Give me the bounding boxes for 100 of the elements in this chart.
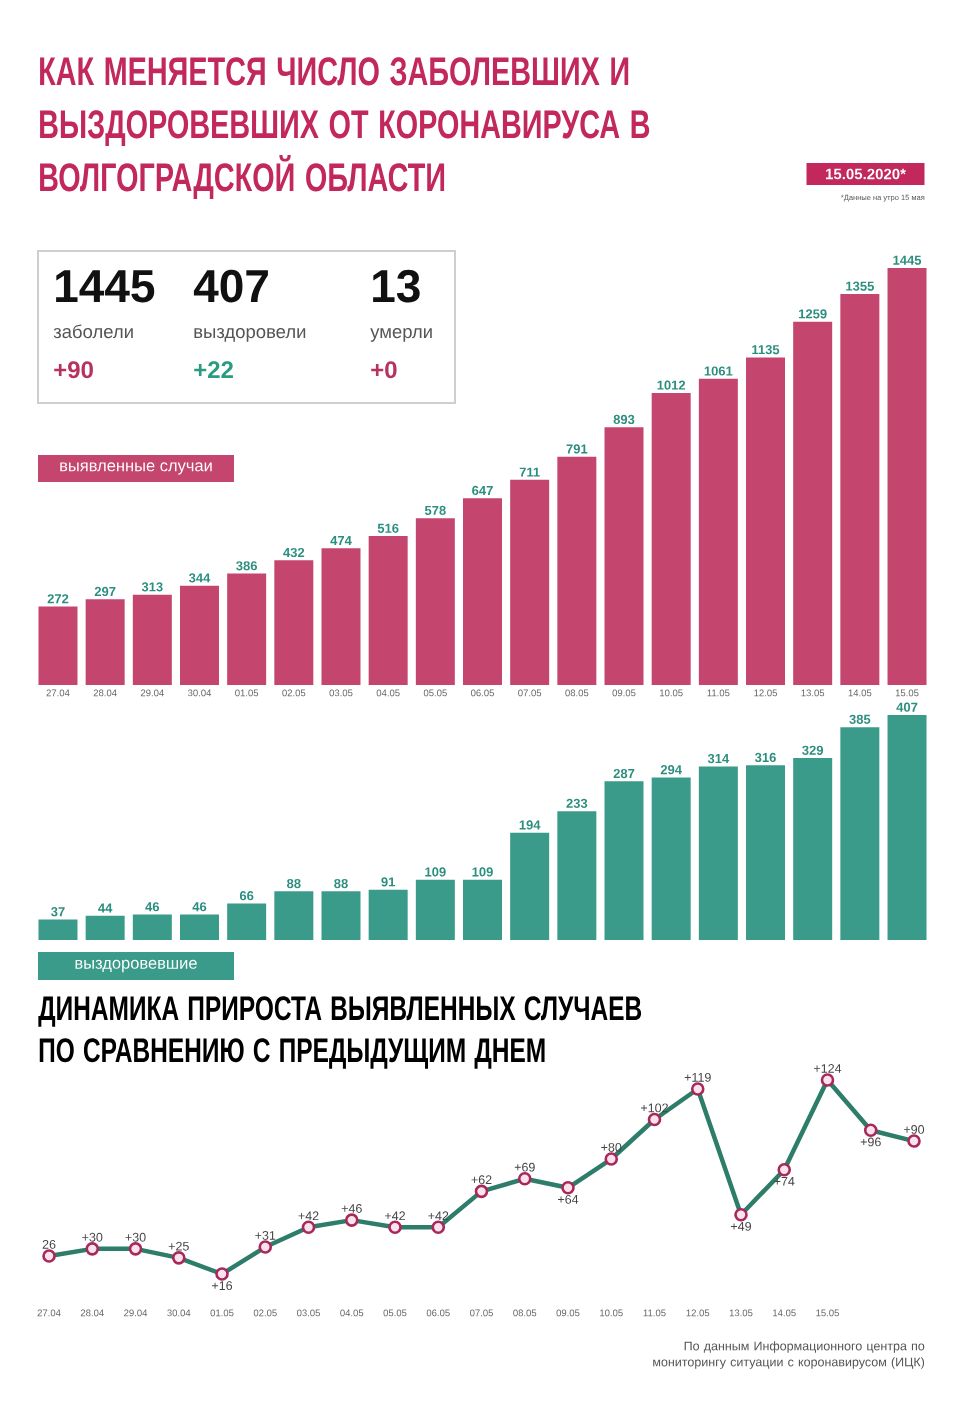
data-label: 329 [802, 745, 824, 755]
data-label: +64 [558, 1194, 579, 1204]
data-label: +49 [731, 1221, 752, 1231]
bar [179, 914, 219, 940]
data-label: 44 [98, 903, 113, 913]
x-tick-label: 06.05 [426, 1309, 450, 1317]
x-tick-label: 06.05 [470, 689, 494, 697]
x-tick-label: 01.05 [210, 1309, 234, 1317]
x-tick-label: 07.05 [518, 689, 542, 697]
data-label: 1012 [657, 380, 686, 390]
bar [793, 758, 833, 940]
bar [415, 879, 455, 940]
x-tick-label: 08.05 [565, 689, 589, 697]
data-label: 474 [330, 536, 352, 545]
bar [227, 903, 267, 940]
bar [321, 548, 361, 685]
data-label: +42 [428, 1211, 449, 1221]
x-tick-label: 13.05 [801, 689, 825, 697]
x-tick-label: 28.04 [80, 1309, 104, 1317]
data-label: +102 [641, 1103, 668, 1113]
data-label: 314 [707, 753, 730, 764]
bar [274, 891, 314, 940]
data-label: 1445 [893, 255, 922, 265]
x-tick-label: 10.05 [600, 1309, 623, 1317]
x-tick-label: 02.05 [253, 1309, 277, 1317]
data-label: +46 [341, 1204, 362, 1213]
x-tick-label: 07.05 [469, 1309, 493, 1317]
data-label: 46 [192, 902, 207, 912]
bar [840, 727, 880, 940]
bar [368, 536, 408, 685]
data-label: 272 [47, 594, 69, 604]
data-label: 316 [754, 752, 776, 763]
x-tick-label: 14.05 [773, 1309, 796, 1317]
bar [415, 518, 455, 685]
data-label: 37 [51, 907, 65, 917]
x-tick-label: 05.05 [423, 689, 447, 697]
x-tick-label: 14.05 [848, 689, 872, 697]
x-tick-label: 03.05 [297, 1309, 321, 1317]
category-label: заболели [53, 324, 133, 339]
data-label: +31 [255, 1231, 276, 1240]
data-label: +90 [54, 361, 93, 379]
data-label: 313 [141, 582, 163, 592]
data-label: 1445 [56, 270, 155, 303]
x-tick-label: 05.05 [383, 1309, 407, 1317]
data-label: 109 [425, 867, 446, 877]
x-tick-label: 30.04 [167, 1309, 191, 1317]
data-label: 893 [613, 414, 635, 425]
bar [557, 456, 597, 685]
text: КАК МЕНЯЕТСЯ ЧИСЛО ЗАБОЛЕВШИХ И ВЫЗДОРОВЕВШИХ ОТ КОРОНАВИРУСА В ВОЛГОГРАДСКОЙ ОБЛАСТИ [40, 57, 650, 200]
data-label: +30 [82, 1232, 103, 1242]
bar [651, 777, 691, 940]
bar [746, 357, 786, 685]
bar [510, 479, 550, 685]
chart-title: ДИНАМИКА ПРИРОСТА ВЫЯВЛЕННЫХ СЛУЧАЕВ ПО СРАВНЕНИЮ С ПРЕДЫДУЩИМ ДНЕМ [38, 996, 642, 1069]
data-label: 88 [287, 878, 301, 889]
data-label: 1259 [799, 309, 827, 319]
x-tick-label: 28.04 [93, 689, 117, 697]
x-tick-label: 11.05 [643, 1309, 666, 1317]
x-tick-label: 02.05 [282, 689, 306, 697]
data-label: +124 [814, 1064, 842, 1073]
x-tick-label: 13.05 [729, 1309, 753, 1317]
data-label: 1355 [846, 281, 874, 291]
x-tick-label: 09.05 [612, 689, 636, 697]
bar [368, 889, 408, 940]
x-tick-label: 04.05 [376, 689, 400, 697]
text: выздоровевшие [75, 959, 197, 973]
bar [321, 891, 361, 940]
data-label: 66 [239, 891, 254, 901]
x-tick-label: 10.05 [660, 689, 683, 697]
x-tick-label: 29.04 [124, 1309, 148, 1317]
data-label: 385 [849, 714, 871, 724]
x-tick-label: 15.05 [895, 689, 919, 697]
data-label: +42 [385, 1211, 405, 1221]
bar [463, 498, 502, 685]
bar [179, 585, 219, 685]
data-label: 46 [145, 902, 160, 912]
bar [227, 573, 267, 685]
bar [793, 321, 833, 685]
data-label: +119 [684, 1072, 711, 1082]
data-label: +42 [298, 1211, 319, 1221]
bar [463, 879, 502, 940]
bar [604, 427, 644, 685]
data-label: +96 [860, 1137, 881, 1147]
x-tick-label: 01.05 [235, 689, 259, 697]
data-label: 1135 [752, 345, 780, 355]
data-label: +22 [194, 361, 233, 378]
data-label: 432 [283, 547, 305, 558]
x-tick-label: 29.04 [140, 689, 164, 697]
bar [887, 714, 927, 940]
data-label: +0 [371, 361, 397, 379]
text: По данным Информационного центра по мониторингу ситуации с коронавирусом (ИЦК) [653, 1341, 925, 1369]
x-tick-label: 12.05 [754, 689, 778, 697]
data-label: 26 [42, 1239, 56, 1249]
data-label: 647 [472, 485, 493, 496]
data-label: +25 [168, 1241, 189, 1251]
data-label: +16 [212, 1281, 233, 1291]
data-label: 407 [896, 702, 918, 712]
x-tick-label: 08.05 [513, 1309, 537, 1317]
category-label: выздоровели [194, 328, 306, 342]
data-label: 109 [472, 867, 493, 877]
